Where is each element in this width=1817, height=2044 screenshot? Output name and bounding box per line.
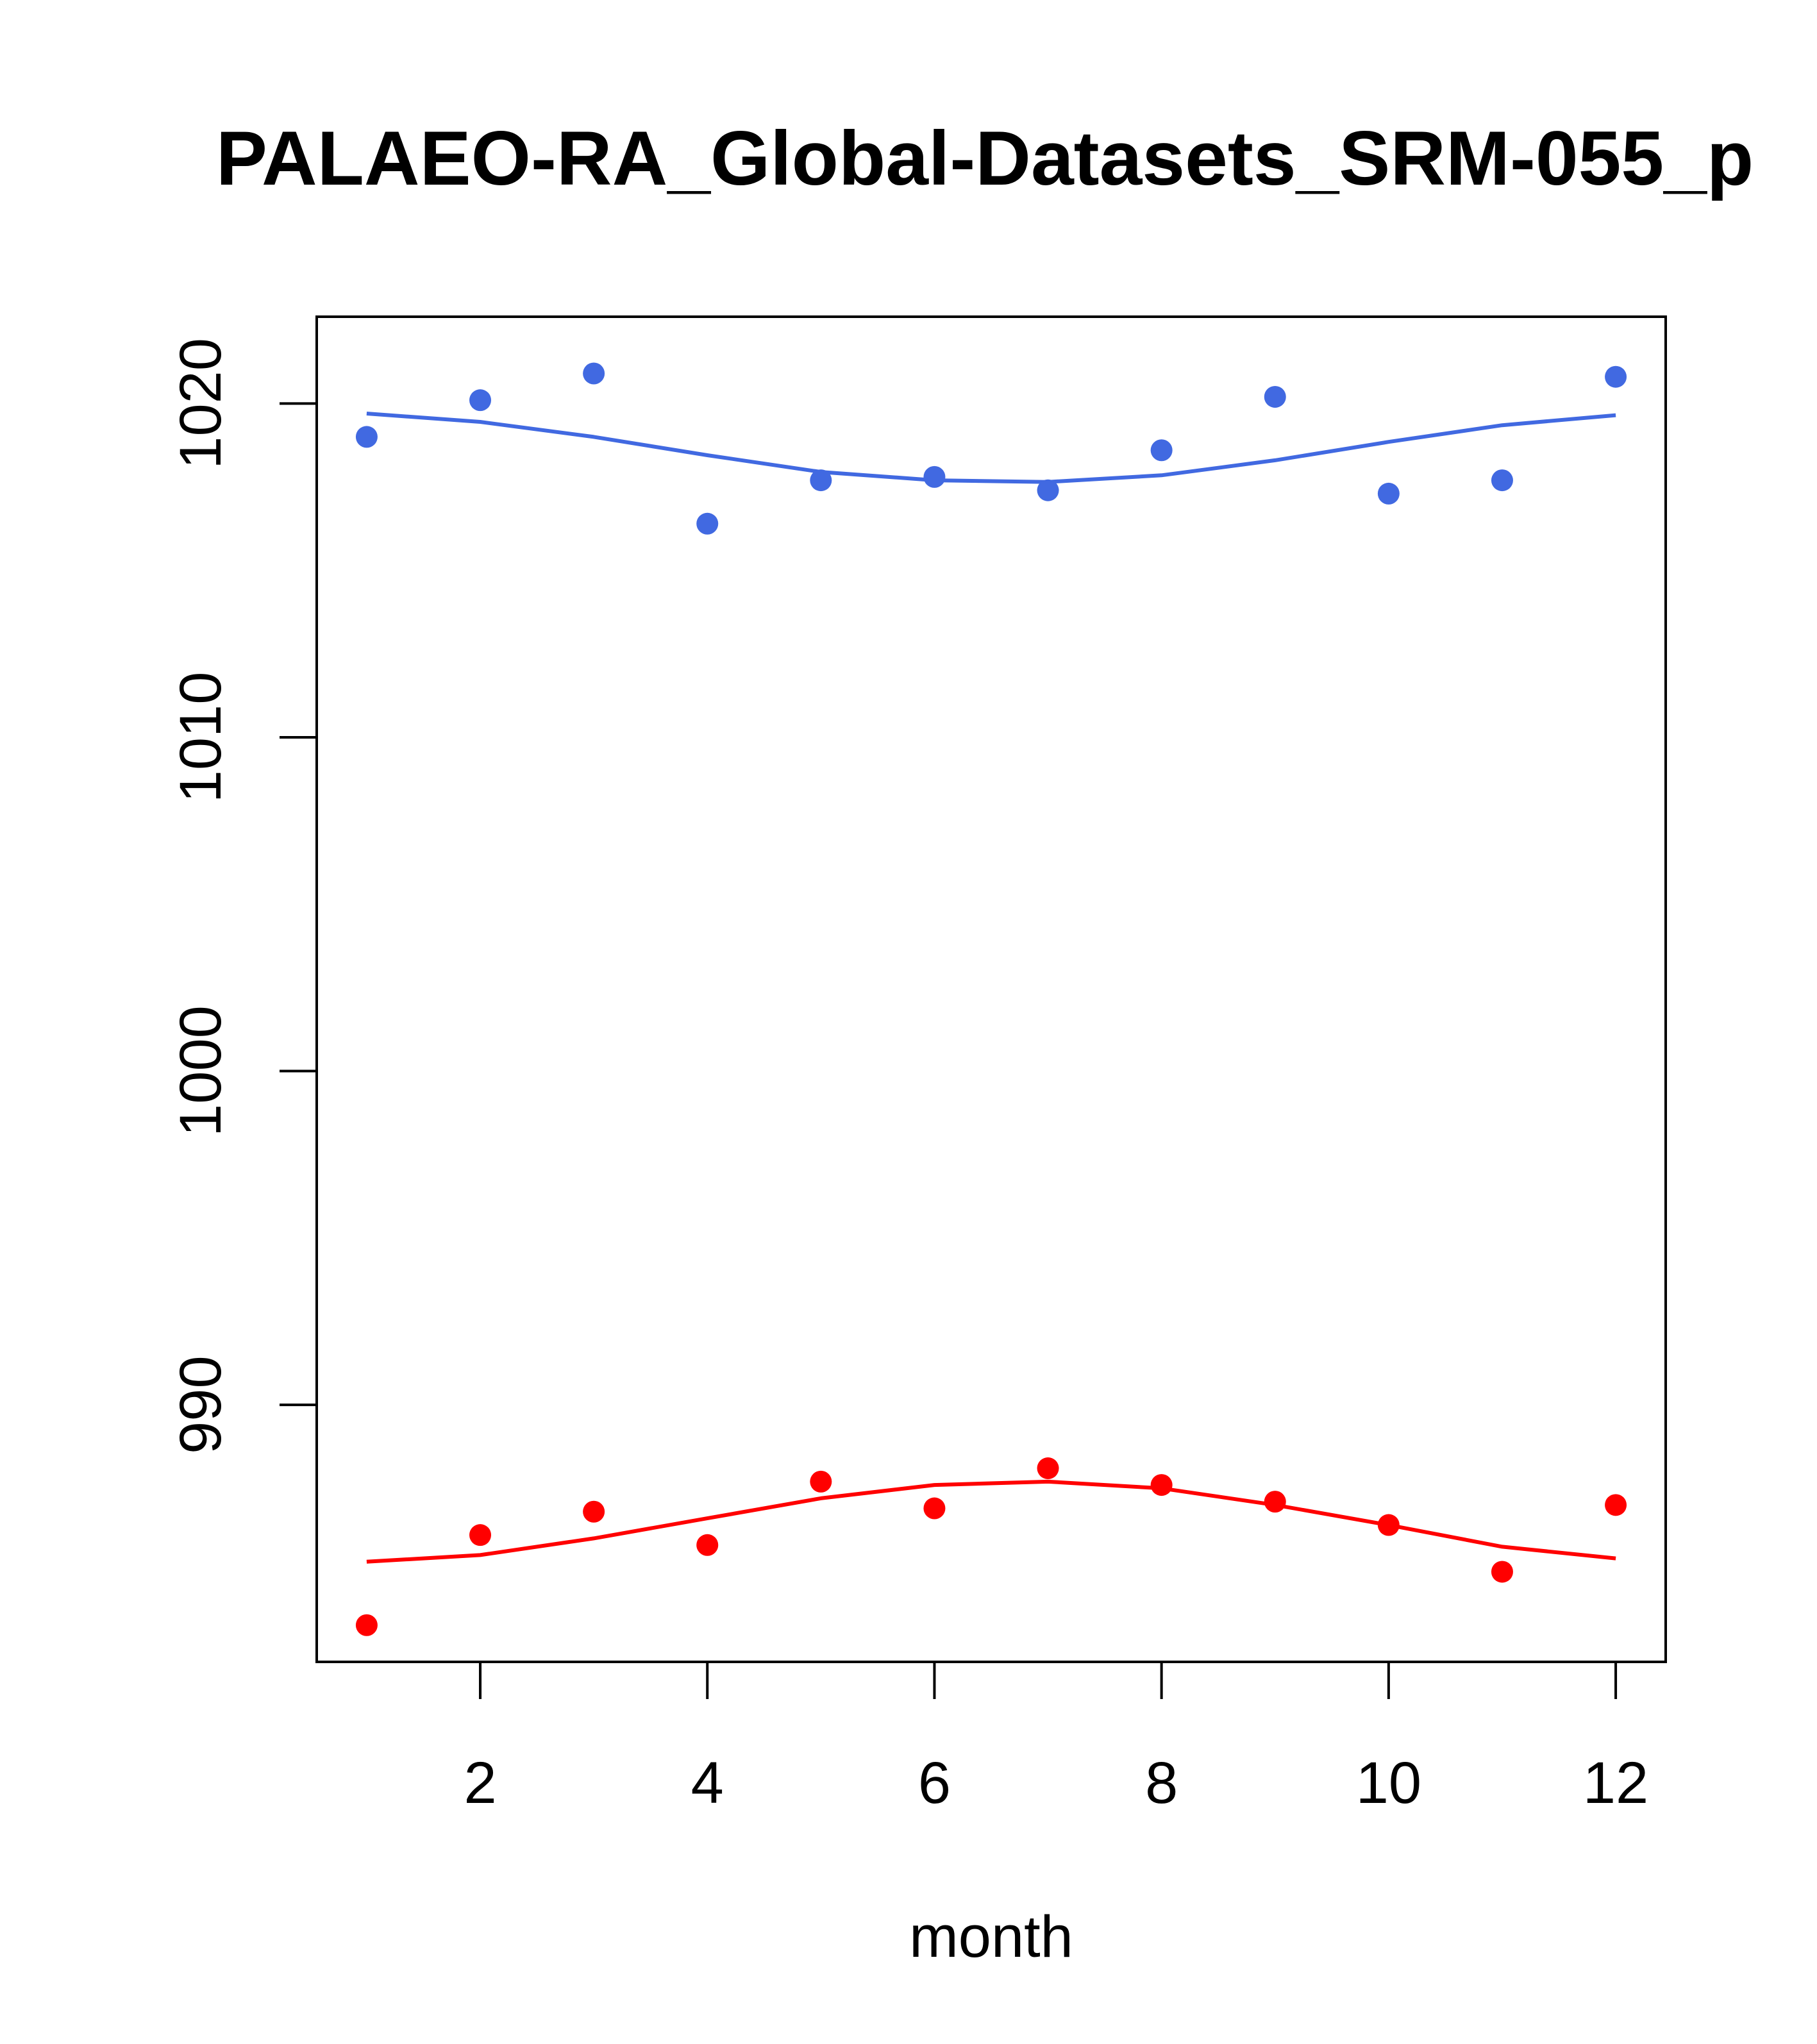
x-tick-label: 2 [464, 1750, 496, 1816]
data-point-lower [583, 1500, 605, 1523]
y-tick-label: 1000 [168, 1005, 233, 1137]
data-point-upper [1491, 469, 1513, 492]
x-tick-label: 6 [918, 1750, 951, 1816]
x-axis-label: month [909, 1904, 1073, 1970]
data-point-upper [810, 469, 832, 492]
series-line-upper [366, 412, 1616, 484]
data-point-upper [1605, 365, 1627, 388]
data-point-lower [1150, 1474, 1173, 1496]
data-point-upper [1150, 439, 1173, 462]
data-point-lower [810, 1470, 832, 1493]
series-line-lower [366, 1479, 1616, 1564]
series-layer [355, 362, 1627, 1636]
data-point-upper [923, 465, 946, 488]
data-point-lower [923, 1497, 946, 1520]
x-tick-label: 8 [1145, 1750, 1178, 1816]
data-point-lower [1037, 1457, 1059, 1480]
chart-title: PALAEO-RA_Global-Datasets_SRM-055_p [216, 115, 1754, 201]
data-point-lower [696, 1534, 719, 1556]
y-tick-label: 1020 [168, 338, 233, 469]
data-point-lower [1491, 1561, 1513, 1583]
x-tick-label: 4 [691, 1750, 724, 1816]
y-axis: 990 1000 1010 1020 [168, 338, 318, 1454]
x-tick-label: 12 [1583, 1750, 1648, 1816]
data-point-lower [1605, 1494, 1627, 1516]
x-tick-label: 10 [1356, 1750, 1421, 1816]
data-point-upper [1264, 385, 1286, 408]
data-point-upper [1037, 479, 1059, 501]
data-point-upper [469, 389, 492, 412]
data-point-lower [469, 1524, 492, 1546]
y-tick-label: 1010 [168, 672, 233, 803]
data-point-lower [1377, 1514, 1400, 1536]
data-point-upper [583, 362, 605, 385]
y-tick-label: 990 [168, 1355, 233, 1454]
data-point-lower [1264, 1491, 1286, 1513]
data-point-lower [355, 1614, 378, 1636]
x-axis: 2 4 6 8 10 12 [464, 1661, 1648, 1816]
data-point-upper [696, 512, 719, 535]
data-point-upper [1377, 482, 1400, 505]
data-point-upper [355, 426, 378, 448]
